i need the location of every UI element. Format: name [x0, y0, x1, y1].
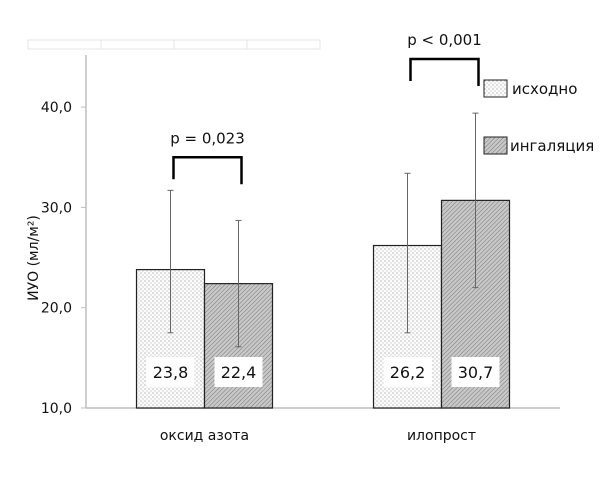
y-tick-label: 40,0: [41, 100, 72, 116]
y-tick-label: 10,0: [41, 401, 72, 417]
significance-bracket: [409, 57, 480, 86]
data-label-bg: [451, 357, 500, 387]
category-label: илопрост: [407, 428, 476, 444]
data-label: 22,4: [221, 363, 257, 382]
legend-label-inhalation: ингаляция: [510, 137, 594, 155]
data-label-bg: [383, 357, 432, 387]
significance-bracket: [172, 156, 243, 185]
y-tick-label: 30,0: [41, 200, 72, 216]
legend-label-baseline: исходно: [512, 80, 577, 98]
category-label: оксид азота: [160, 428, 249, 444]
data-label-bg: [214, 357, 263, 387]
y-tick-label: 20,0: [41, 301, 72, 317]
p-value-label: p = 0,023: [170, 129, 245, 147]
top-strip: [27, 39, 321, 50]
data-label: 26,2: [390, 363, 426, 382]
data-label-bg: [146, 357, 195, 387]
data-label: 23,8: [153, 363, 189, 382]
data-label: 30,7: [458, 363, 494, 382]
p-value-label: p < 0,001: [407, 31, 482, 49]
legend: исходно ингаляция: [483, 79, 594, 155]
legend-swatch-inhalation: [483, 136, 508, 155]
y-axis-label: ИУО (мл/м²): [26, 215, 42, 301]
legend-swatch-baseline: [483, 79, 508, 98]
